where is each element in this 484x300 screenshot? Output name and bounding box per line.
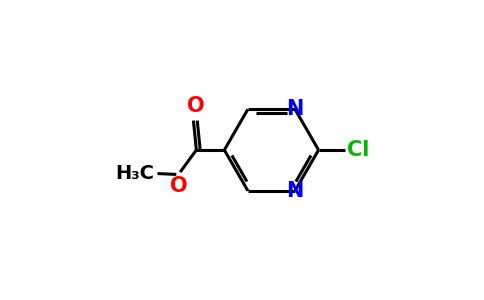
Text: O: O (186, 96, 204, 116)
Text: N: N (287, 181, 303, 201)
Text: H₃C: H₃C (116, 164, 154, 183)
Text: N: N (287, 99, 303, 119)
Text: O: O (170, 176, 187, 196)
Text: Cl: Cl (347, 140, 369, 160)
